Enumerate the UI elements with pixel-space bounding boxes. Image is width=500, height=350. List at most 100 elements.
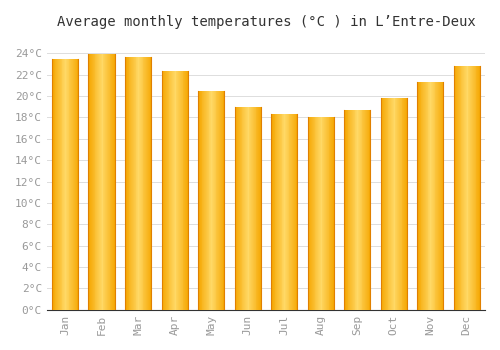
- Bar: [428, 82, 430, 310]
- Bar: [134, 57, 136, 310]
- Bar: [317, 117, 318, 310]
- Bar: [287, 114, 288, 310]
- Bar: [181, 71, 182, 310]
- Bar: [368, 110, 370, 310]
- Bar: [245, 107, 246, 310]
- Bar: [174, 71, 176, 310]
- Bar: [424, 82, 425, 310]
- Bar: [311, 117, 312, 310]
- Bar: [128, 57, 130, 310]
- Bar: [348, 110, 350, 310]
- Bar: [471, 66, 472, 310]
- Bar: [433, 82, 434, 310]
- Bar: [276, 114, 277, 310]
- Bar: [106, 54, 107, 310]
- Bar: [214, 91, 216, 310]
- Bar: [271, 114, 272, 310]
- Bar: [246, 107, 247, 310]
- Bar: [279, 114, 280, 310]
- Bar: [186, 71, 187, 310]
- Bar: [52, 58, 53, 310]
- Bar: [404, 98, 405, 310]
- Bar: [176, 71, 178, 310]
- Bar: [358, 110, 359, 310]
- Bar: [96, 54, 97, 310]
- Bar: [242, 107, 244, 310]
- Bar: [146, 57, 147, 310]
- Bar: [205, 91, 206, 310]
- Bar: [221, 91, 222, 310]
- Bar: [74, 58, 75, 310]
- Bar: [248, 107, 250, 310]
- Bar: [382, 98, 383, 310]
- Bar: [57, 58, 58, 310]
- Bar: [110, 54, 112, 310]
- Bar: [456, 66, 457, 310]
- Bar: [320, 117, 322, 310]
- Bar: [345, 110, 346, 310]
- Bar: [476, 66, 478, 310]
- Bar: [112, 54, 113, 310]
- Bar: [344, 110, 345, 310]
- Bar: [364, 110, 365, 310]
- Bar: [165, 71, 166, 310]
- Bar: [356, 110, 357, 310]
- Bar: [172, 71, 173, 310]
- Bar: [282, 114, 284, 310]
- Bar: [366, 110, 367, 310]
- Bar: [333, 117, 334, 310]
- Bar: [419, 82, 420, 310]
- Bar: [285, 114, 286, 310]
- Bar: [253, 107, 254, 310]
- Bar: [258, 107, 259, 310]
- Bar: [277, 114, 278, 310]
- Bar: [365, 110, 366, 310]
- Bar: [442, 82, 444, 310]
- Bar: [460, 66, 462, 310]
- Bar: [286, 114, 287, 310]
- Bar: [91, 54, 92, 310]
- Bar: [383, 98, 384, 310]
- Bar: [239, 107, 240, 310]
- Bar: [97, 54, 98, 310]
- Bar: [420, 82, 422, 310]
- Bar: [314, 117, 316, 310]
- Bar: [179, 71, 180, 310]
- Bar: [260, 107, 261, 310]
- Bar: [439, 82, 440, 310]
- Bar: [216, 91, 218, 310]
- Bar: [202, 91, 203, 310]
- Bar: [393, 98, 394, 310]
- Bar: [354, 110, 356, 310]
- Bar: [438, 82, 439, 310]
- Bar: [470, 66, 471, 310]
- Bar: [198, 91, 199, 310]
- Bar: [75, 58, 76, 310]
- Bar: [434, 82, 436, 310]
- Bar: [422, 82, 423, 310]
- Bar: [108, 54, 110, 310]
- Bar: [330, 117, 331, 310]
- Bar: [147, 57, 148, 310]
- Bar: [440, 82, 442, 310]
- Bar: [65, 58, 66, 310]
- Bar: [180, 71, 181, 310]
- Bar: [67, 58, 68, 310]
- Bar: [353, 110, 354, 310]
- Bar: [288, 114, 290, 310]
- Bar: [398, 98, 399, 310]
- Bar: [458, 66, 459, 310]
- Bar: [319, 117, 320, 310]
- Bar: [402, 98, 404, 310]
- Bar: [284, 114, 285, 310]
- Bar: [296, 114, 298, 310]
- Bar: [391, 98, 392, 310]
- Bar: [222, 91, 224, 310]
- Bar: [114, 54, 115, 310]
- Bar: [392, 98, 393, 310]
- Bar: [136, 57, 138, 310]
- Bar: [212, 91, 213, 310]
- Bar: [70, 58, 72, 310]
- Bar: [478, 66, 479, 310]
- Bar: [437, 82, 438, 310]
